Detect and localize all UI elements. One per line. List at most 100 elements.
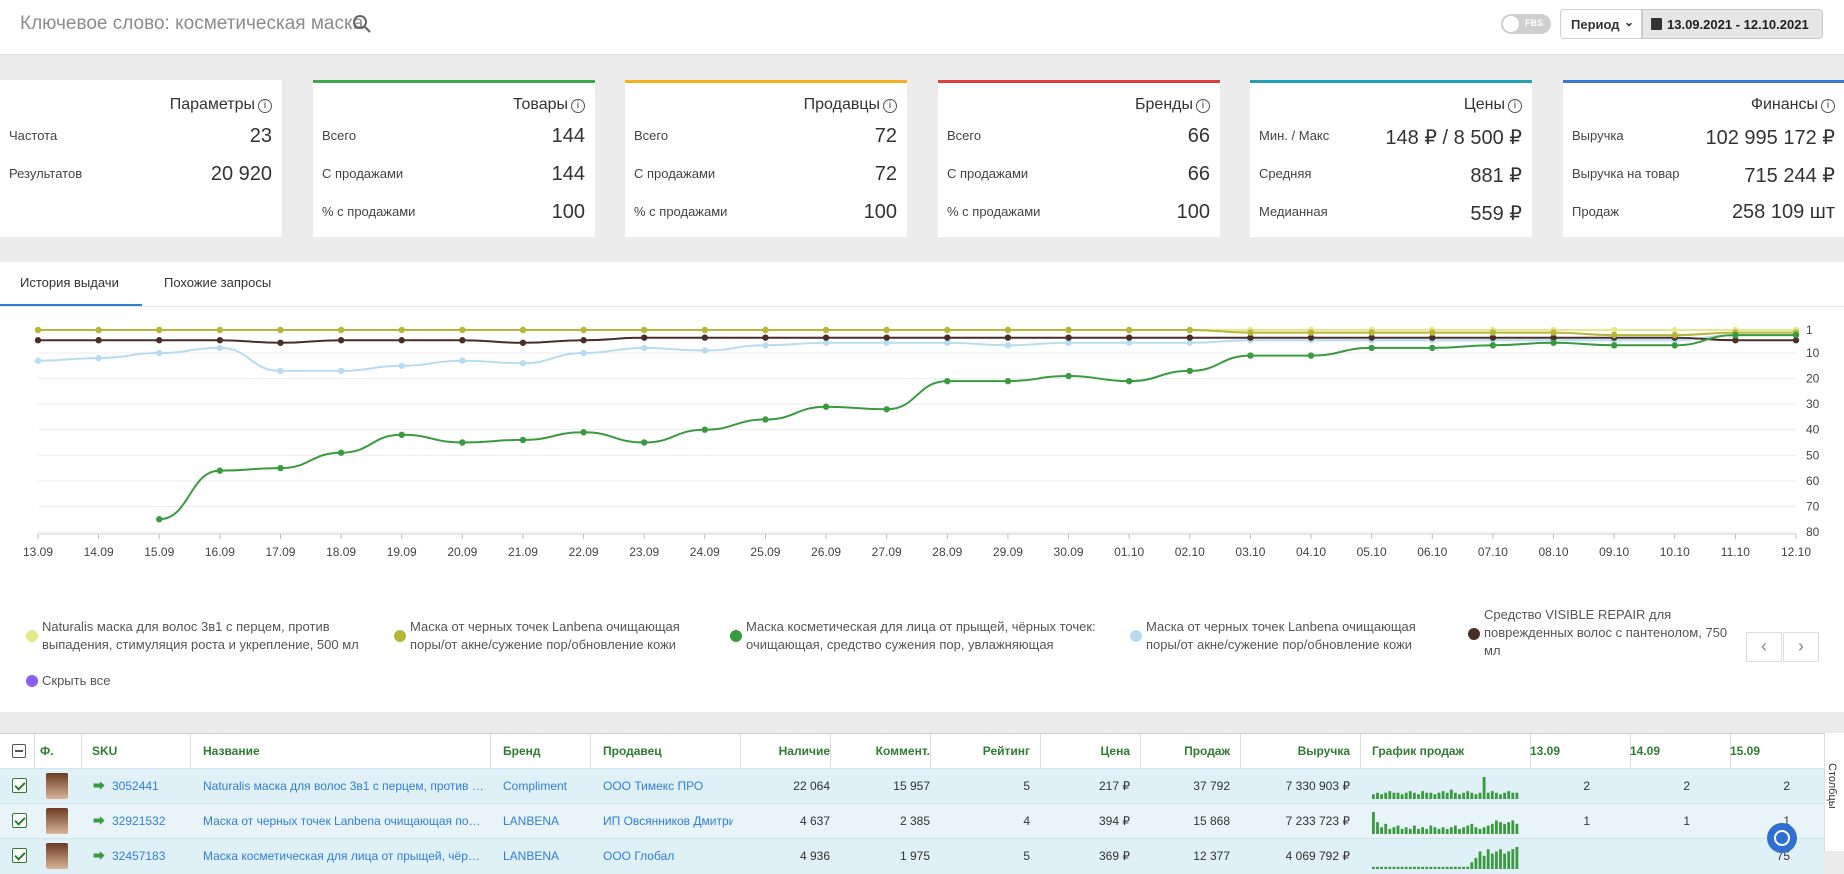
column-header[interactable]: График продаж xyxy=(1372,744,1465,758)
cell-name[interactable]: Маска косметическая для лица от прыщей, … xyxy=(203,849,485,863)
row-checkbox[interactable] xyxy=(12,778,27,793)
legend-item[interactable]: Средство VISIBLE REPAIR для поврежденных… xyxy=(1468,606,1728,660)
sparkline-bar xyxy=(1441,827,1445,834)
sparkline-bar xyxy=(1462,827,1465,834)
share-icon[interactable]: ⮕ xyxy=(93,849,106,863)
card-title: Бренды i xyxy=(1135,96,1210,114)
history-panel: История выдачи Похожие запросы 1 10 20 30 40… xyxy=(0,262,1844,712)
chat-icon xyxy=(1774,830,1790,846)
column-header[interactable]: Цена xyxy=(1100,744,1130,758)
stat-card: Товары i Всего 144 С продажами 144 % с продажа… xyxy=(313,80,595,237)
column-header[interactable]: Коммент. xyxy=(875,744,930,758)
cell-sku[interactable]: 3052441 xyxy=(112,779,159,793)
cell-seller[interactable]: ООО Тимекс ПРО xyxy=(603,779,704,793)
data-point xyxy=(1004,377,1012,385)
column-header[interactable]: 13.09 xyxy=(1530,744,1561,758)
cell-comments: 15 957 xyxy=(893,779,930,793)
cell-brand[interactable]: Compliment xyxy=(503,779,568,793)
x-tick-label: 15.09 xyxy=(144,545,174,559)
cell-brand[interactable]: LANBENA xyxy=(503,849,560,863)
toggle-knob xyxy=(1503,16,1519,32)
products-table: Ф. SKU Название Бренд Продавец Наличие Коммент… xyxy=(0,733,1824,874)
column-header[interactable]: Наличие xyxy=(778,744,830,758)
data-point xyxy=(822,339,830,346)
data-point xyxy=(34,337,42,344)
x-tick-label: 20.09 xyxy=(447,545,477,559)
column-header[interactable]: Рейтинг xyxy=(982,744,1030,758)
chat-button[interactable] xyxy=(1767,823,1797,853)
search-icon[interactable] xyxy=(352,14,372,34)
legend-prev-button[interactable]: ‹ xyxy=(1746,632,1782,662)
sparkline-bar xyxy=(1454,792,1457,799)
column-header[interactable]: Бренд xyxy=(503,744,541,758)
info-icon[interactable]: i xyxy=(1821,99,1835,113)
row-checkbox[interactable] xyxy=(12,848,27,863)
legend-item[interactable]: Маска от черных точек Lanbena очищающая … xyxy=(394,618,714,654)
sparkline-bar xyxy=(1392,792,1396,799)
column-header[interactable]: Название xyxy=(203,744,260,758)
sparkline-bar xyxy=(1499,849,1502,869)
hide-all-toggle[interactable]: Скрыть все xyxy=(26,672,110,690)
x-tick-label: 22.09 xyxy=(569,545,599,559)
cell-rating: 5 xyxy=(1023,849,1030,863)
cell-sku[interactable]: 32457183 xyxy=(112,849,166,863)
tab-similar-queries[interactable]: Похожие запросы xyxy=(164,275,272,290)
column-header[interactable]: SKU xyxy=(92,744,118,758)
card-title-text: Товары xyxy=(512,96,568,113)
table-row[interactable]: ⮕ 3052441 Naturalis маска для волос 3в1 с … xyxy=(0,768,1824,804)
legend-item[interactable]: Naturalis маска для волос 3в1 с перцем, … xyxy=(26,618,366,654)
sparkline-bar xyxy=(1495,792,1498,799)
product-thumbnail[interactable] xyxy=(46,808,68,834)
data-point xyxy=(398,326,405,334)
column-header[interactable]: Выручка xyxy=(1297,744,1350,758)
period-dropdown[interactable]: Период ⌄ xyxy=(1560,9,1642,39)
data-point xyxy=(156,516,163,523)
cell-brand[interactable]: LANBENA xyxy=(503,814,560,828)
product-thumbnail[interactable] xyxy=(46,843,68,869)
info-icon[interactable]: i xyxy=(1196,99,1210,113)
row-checkbox[interactable] xyxy=(12,813,27,828)
sparkline-bar xyxy=(1458,794,1461,799)
data-point xyxy=(277,339,284,346)
sparkline-bar xyxy=(1404,827,1408,834)
data-point xyxy=(1065,372,1072,380)
info-icon[interactable]: i xyxy=(571,99,585,113)
tab-history[interactable]: История выдачи xyxy=(20,275,119,290)
fbs-toggle[interactable]: FBS xyxy=(1501,14,1551,34)
column-header[interactable]: Ф. xyxy=(40,744,54,758)
data-point xyxy=(1550,339,1557,346)
data-point xyxy=(883,334,890,341)
data-point xyxy=(1186,339,1193,346)
date-range-button[interactable]: 13.09.2021 - 12.10.2021 xyxy=(1642,9,1823,39)
cell-seller[interactable]: ИП Овсянников Дмитрий xyxy=(603,814,733,828)
cell-seller[interactable]: ООО Глобал xyxy=(603,849,675,863)
column-header[interactable]: Продаж xyxy=(1184,744,1230,758)
select-all-checkbox[interactable] xyxy=(12,744,26,758)
column-header[interactable]: Продавец xyxy=(603,744,662,758)
data-point xyxy=(34,357,42,364)
sparkline-bar xyxy=(1372,794,1375,799)
cell-sku[interactable]: 32921532 xyxy=(112,814,166,828)
table-row[interactable]: ⮕ 32457183 Маска косметическая для лица от… xyxy=(0,838,1824,874)
cell-revenue: 7 330 903 ₽ xyxy=(1285,779,1350,793)
column-header[interactable]: 15.09 xyxy=(1730,744,1761,758)
column-header[interactable]: 14.09 xyxy=(1630,744,1661,758)
columns-sidebar[interactable]: Столбцы xyxy=(1824,733,1844,851)
x-tick-label: 11.10 xyxy=(1721,545,1750,559)
share-icon[interactable]: ⮕ xyxy=(93,814,106,828)
legend-next-button[interactable]: › xyxy=(1783,632,1819,662)
sparkline-bar xyxy=(1486,825,1490,834)
metric-value: 72 xyxy=(874,163,897,185)
table-row[interactable]: ⮕ 32921532 Маска от черных точек Lanbena о… xyxy=(0,803,1824,839)
cell-d1: 2 xyxy=(1583,779,1590,793)
cell-name[interactable]: Naturalis маска для волос 3в1 с перцем, … xyxy=(203,779,485,793)
info-icon[interactable]: i xyxy=(258,99,272,113)
product-thumbnail[interactable] xyxy=(46,773,68,799)
cell-name[interactable]: Маска от черных точек Lanbena очищающая … xyxy=(203,814,485,828)
info-icon[interactable]: i xyxy=(883,99,897,113)
share-icon[interactable]: ⮕ xyxy=(93,779,106,793)
legend-item[interactable]: Маска косметическая для лица от прыщей, … xyxy=(730,618,1110,654)
legend-item[interactable]: Маска от черных точек Lanbena очищающая … xyxy=(1130,618,1430,654)
info-icon[interactable]: i xyxy=(1508,99,1522,113)
data-point xyxy=(1792,331,1800,339)
